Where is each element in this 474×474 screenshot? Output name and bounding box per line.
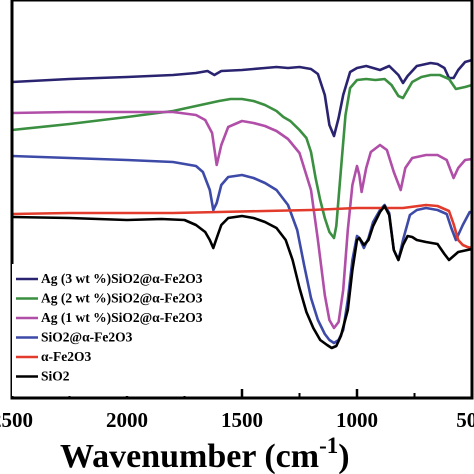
x-tick-label: 1500 bbox=[221, 408, 263, 432]
legend-label: Ag (1 wt %)SiO2@α-Fe2O3 bbox=[41, 310, 203, 325]
legend-label: α-Fe2O3 bbox=[41, 349, 92, 364]
x-tick-label: 2000 bbox=[106, 408, 148, 432]
x-axis-ticks: 2500 2000 1500 1000 500 bbox=[0, 389, 474, 432]
legend-label: SiO2@α-Fe2O3 bbox=[41, 330, 133, 345]
x-axis-title: Wavenumber (cm-1) bbox=[60, 433, 350, 474]
x-axis-title-superscript: -1 bbox=[319, 433, 338, 458]
series-layer bbox=[11, 58, 473, 350]
legend-label: Ag (2 wt %)SiO2@α-Fe2O3 bbox=[41, 291, 203, 306]
x-axis-title-main: Wavenumber (cm bbox=[60, 438, 319, 474]
series-line-2 bbox=[11, 73, 473, 240]
series-line-1 bbox=[11, 58, 473, 138]
series-line-3 bbox=[11, 110, 473, 330]
legend-label: SiO2 bbox=[41, 369, 70, 384]
x-axis-title-close: ) bbox=[338, 438, 349, 474]
legend-entries: Ag (3 wt %)SiO2@α-Fe2O3 Ag (2 wt %)SiO2@α… bbox=[16, 271, 203, 384]
x-tick-label: 2500 bbox=[0, 408, 33, 432]
series-line-5 bbox=[11, 203, 473, 250]
legend-label: Ag (3 wt %)SiO2@α-Fe2O3 bbox=[41, 271, 203, 286]
legend-box bbox=[12, 264, 230, 396]
series-line-6 bbox=[11, 204, 473, 350]
x-tick-label: 500 bbox=[456, 408, 474, 432]
legend: Ag (3 wt %)SiO2@α-Fe2O3 Ag (2 wt %)SiO2@α… bbox=[12, 264, 230, 396]
x-tick-label: 1000 bbox=[336, 408, 378, 432]
